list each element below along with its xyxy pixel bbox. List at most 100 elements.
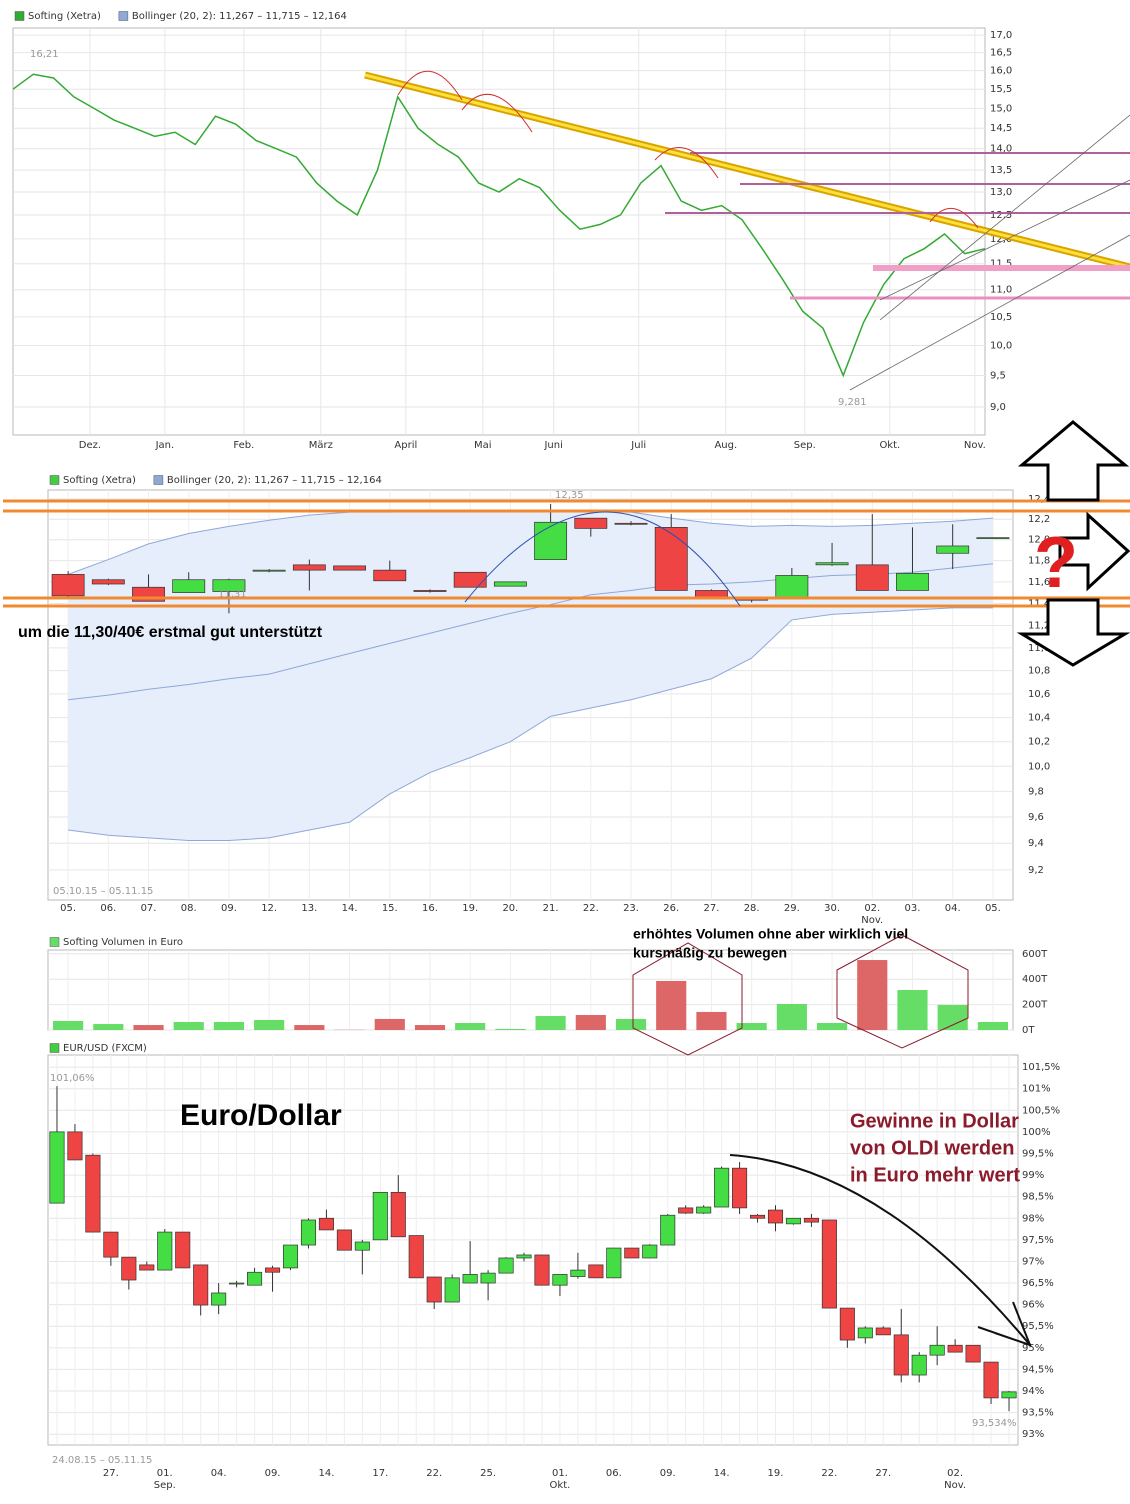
y-tick-label: 12,0	[1028, 535, 1050, 546]
plot-area	[47, 1054, 1019, 1446]
legend-label: Bollinger (20, 2): 11,267 – 11,715 – 12,…	[132, 11, 347, 22]
candle-body	[534, 521, 568, 560]
y-tick-label: 96,5%	[1022, 1278, 1054, 1289]
trend-line	[364, 73, 1130, 269]
candle-body	[896, 572, 929, 591]
x-tick-label: 27.	[875, 1468, 891, 1479]
legend-label: EUR/USD (FXCM)	[63, 1043, 147, 1054]
candle-body	[292, 564, 326, 571]
candle-body	[139, 1264, 155, 1271]
candle-body	[333, 565, 366, 571]
volume-bar	[816, 1023, 848, 1030]
y-tick-label: 9,2	[1028, 865, 1044, 876]
x-tick-label: 27.	[103, 1468, 119, 1479]
arc	[464, 511, 741, 607]
high-label: 16,21	[30, 49, 59, 60]
note: kursmäßig zu bewegen	[633, 945, 787, 961]
candle-body	[265, 1267, 281, 1273]
candle-body	[696, 1206, 712, 1214]
y-tick-label: 12,4	[1028, 494, 1050, 505]
y-tick-label: 100,5%	[1022, 1105, 1060, 1116]
candle-body	[336, 1229, 352, 1251]
legend-swatch	[49, 475, 60, 485]
candle-body	[785, 1217, 801, 1225]
legend-swatch	[49, 937, 60, 947]
x-tick-label: 16.	[422, 903, 438, 914]
x-tick-label: 03.	[905, 903, 921, 914]
candle-body	[444, 1277, 460, 1303]
y-tick-label: 9,4	[1028, 838, 1044, 849]
candle-body	[172, 579, 206, 593]
x-tick-label: 14.	[318, 1468, 334, 1479]
y-tick-label: 14,5	[990, 123, 1012, 134]
note: Gewinne in Dollar	[850, 1110, 1019, 1132]
y-tick-label: 100%	[1022, 1127, 1051, 1138]
x-tick-label: Mai	[474, 440, 492, 451]
candle-body	[211, 1292, 227, 1306]
x-tick-label: 14.	[714, 1468, 730, 1479]
volume-bar	[736, 1023, 767, 1030]
x-tick-label: 25.	[480, 1468, 496, 1479]
volume-bar	[575, 1015, 606, 1030]
candle-body	[498, 1257, 514, 1274]
candle-body	[426, 1276, 442, 1303]
band-lower	[68, 607, 993, 842]
channel-line	[879, 114, 1130, 321]
x-tick-label: Jan.	[155, 440, 175, 451]
candle-body	[318, 1217, 334, 1231]
x-tick-label: Okt.	[879, 440, 900, 451]
candle-body	[212, 579, 246, 592]
note: um die 11,30/40€ erstmal gut unterstützt	[18, 624, 323, 641]
y-tick-label: 9,5	[990, 370, 1006, 381]
x-tick-label: Dez.	[79, 440, 101, 451]
candle-body	[570, 1269, 586, 1277]
candle-body	[750, 1214, 766, 1219]
y-tick-label: 97,5%	[1022, 1235, 1054, 1246]
y-tick-label: 95,5%	[1022, 1321, 1054, 1332]
arrow-right	[1058, 511, 1130, 592]
y-tick-label: 11,8	[1028, 556, 1050, 567]
arc	[397, 70, 979, 229]
high-label: 101,06%	[50, 1073, 95, 1084]
y-tick-label: 13,5	[990, 165, 1012, 176]
candle-body	[614, 522, 648, 525]
legend-label: Bollinger (20, 2): 11,267 – 11,715 – 12,…	[167, 475, 382, 486]
y-tick-label: 101%	[1022, 1084, 1051, 1095]
low-label: 9,281	[838, 397, 867, 408]
volume-bar	[133, 1025, 164, 1030]
candle-body	[606, 1247, 622, 1279]
x-tick-label: 09.	[221, 903, 237, 914]
candle-body	[983, 1361, 999, 1399]
range-label: 05.10.15 – 05.11.15	[53, 886, 153, 897]
y-tick-label: 99%	[1022, 1170, 1044, 1181]
candle-body	[67, 1131, 83, 1161]
x-tick-label: 20.	[502, 903, 518, 914]
y-tick-label: 97%	[1022, 1256, 1044, 1267]
x-tick-label: 17.	[372, 1468, 388, 1479]
low-label: 11,31	[218, 589, 247, 600]
candle-body	[936, 545, 970, 554]
candle-body	[121, 1256, 137, 1281]
y-tick-label: 101,5%	[1022, 1062, 1060, 1073]
candle-body	[947, 1344, 963, 1353]
x-tick-label: 22.	[426, 1468, 442, 1479]
x-tick-label: Nov.	[964, 440, 986, 451]
x-tick-label: 19.	[462, 903, 478, 914]
y-tick-label: 11,0	[990, 285, 1012, 296]
question-mark: ?	[1034, 523, 1078, 603]
arrow-down	[1016, 598, 1130, 667]
volume-bar	[776, 1003, 807, 1030]
candle-body	[732, 1167, 748, 1209]
candle-body	[678, 1207, 694, 1214]
candle-body	[300, 1219, 316, 1246]
candle-body	[534, 1254, 550, 1286]
candle-body	[85, 1154, 101, 1233]
y-tick-label: 94%	[1022, 1386, 1044, 1397]
y-tick-label: 11,0	[1028, 643, 1050, 654]
volume-bar	[294, 1025, 325, 1030]
volume-bar	[254, 1019, 285, 1030]
volume-bar	[615, 1018, 647, 1030]
legend-swatch	[14, 11, 25, 21]
volume-bar	[374, 1018, 405, 1030]
